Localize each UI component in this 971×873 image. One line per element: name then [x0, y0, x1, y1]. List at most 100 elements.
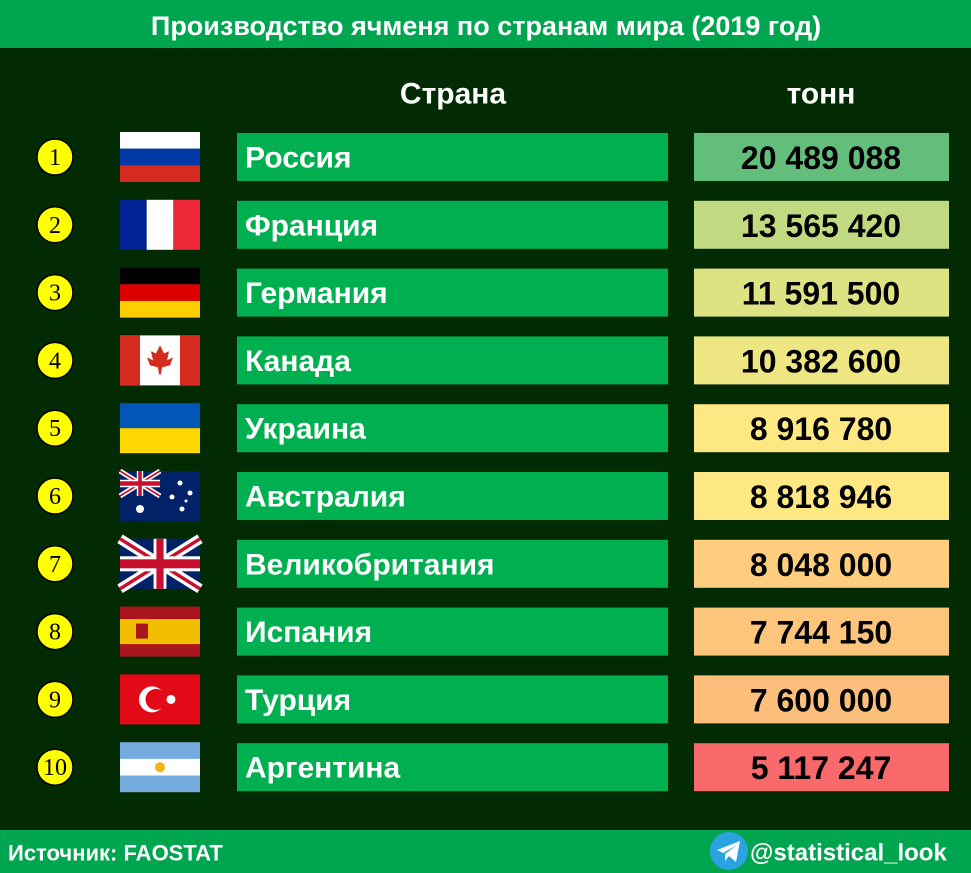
flag-part — [169, 494, 175, 500]
rank-badge — [36, 545, 74, 583]
value-cell — [694, 743, 949, 792]
country-cell — [237, 472, 668, 520]
row: 10 Аргентина 5 117 247 — [36, 742, 949, 793]
flag-part — [184, 499, 188, 503]
flag — [120, 742, 200, 793]
rank: 3 — [49, 281, 61, 307]
flag-part — [145, 688, 167, 710]
flag-part — [120, 165, 200, 182]
flag-part — [120, 148, 200, 166]
flag-part — [120, 199, 147, 250]
country-cell — [237, 268, 668, 317]
country: Испания — [245, 616, 372, 649]
country: Германия — [245, 277, 388, 310]
flag-part — [120, 403, 200, 429]
country-cell — [237, 539, 668, 588]
value-cell — [694, 268, 949, 317]
flag-part — [120, 619, 200, 645]
country: Канада — [245, 345, 351, 378]
value: 13 565 420 — [741, 208, 901, 244]
title: Производство ячменя по странам мира (201… — [151, 11, 821, 41]
flag — [120, 674, 200, 725]
country: Турция — [245, 684, 351, 717]
value: 5 117 247 — [751, 750, 892, 786]
rank: 9 — [49, 687, 61, 713]
flag-part — [136, 623, 148, 639]
row: 5 Украина 8 916 780 — [36, 403, 949, 454]
rank-badge — [36, 273, 74, 312]
value-cell — [694, 336, 949, 385]
flag — [118, 468, 200, 521]
country-cell — [237, 404, 668, 453]
value-cell — [694, 404, 949, 453]
country-cell — [237, 336, 668, 385]
rank: 2 — [49, 213, 61, 239]
row: 9 Турция 7 600 000 — [36, 674, 949, 725]
rank: 10 — [43, 755, 67, 781]
value: 20 489 088 — [741, 140, 901, 176]
flag-part — [120, 428, 200, 454]
title-bar — [0, 0, 971, 48]
flag-part — [146, 199, 174, 250]
rank-badge — [36, 138, 74, 176]
flag-part — [120, 335, 140, 386]
country: Россия — [245, 142, 352, 175]
row: 2 Франция 13 565 420 — [36, 199, 949, 250]
value: 11 591 500 — [742, 276, 900, 312]
value: 10 382 600 — [741, 343, 901, 379]
handle: @statistical_look — [750, 840, 947, 867]
flag-part — [180, 335, 200, 386]
value-cell — [694, 675, 949, 724]
column-header: тонн — [787, 78, 856, 111]
rank-badge — [36, 680, 74, 719]
flag-part — [179, 506, 185, 512]
source: Источник: FAOSTAT — [8, 841, 223, 866]
value-cell — [694, 607, 949, 656]
value-cell — [694, 472, 949, 520]
flag-part — [177, 480, 183, 486]
rank-badge — [36, 612, 74, 651]
flag — [120, 199, 200, 250]
flag-part — [136, 505, 144, 513]
rows: 1 Россия 20 489 088 2 Франция 13 565 420 3 Герм… — [36, 132, 949, 793]
rank: 7 — [49, 552, 61, 578]
country-cell — [237, 743, 668, 792]
flag-part — [147, 345, 173, 375]
value-cell — [694, 539, 949, 588]
value: 8 048 000 — [750, 547, 892, 583]
flag-part — [155, 762, 165, 773]
flag — [120, 267, 200, 318]
row: 8 Испания 7 744 150 — [36, 606, 949, 657]
value: 8 916 780 — [750, 411, 892, 447]
flag — [120, 335, 200, 386]
flag-part — [120, 559, 200, 569]
value: 8 818 946 — [750, 479, 892, 515]
column-header: Страна — [400, 78, 506, 111]
country-cell — [237, 607, 668, 656]
rank: 8 — [49, 620, 61, 646]
flag-part — [166, 694, 176, 704]
country: Франция — [245, 209, 378, 242]
row: 6 Австралия 8 818 946 — [36, 468, 949, 521]
flag-part — [120, 284, 200, 301]
value-cell — [694, 133, 949, 181]
value: 7 600 000 — [750, 682, 892, 718]
telegram-plane — [717, 841, 740, 862]
row: 4 Канада 10 382 600 — [36, 335, 949, 386]
country: Аргентина — [245, 752, 401, 785]
flag-part — [120, 132, 200, 149]
country-cell — [237, 133, 668, 181]
rank-badge — [36, 206, 74, 244]
row: 3 Германия 11 591 500 — [36, 267, 949, 318]
flag-part — [120, 267, 200, 285]
value-cell — [694, 200, 949, 249]
country: Великобритания — [245, 548, 495, 581]
footer-bar — [0, 830, 971, 873]
flag — [120, 132, 200, 182]
rank: 6 — [49, 484, 61, 510]
country-cell — [237, 675, 668, 724]
rank: 4 — [49, 348, 61, 374]
value: 7 744 150 — [750, 615, 892, 651]
country: Украина — [245, 413, 366, 446]
